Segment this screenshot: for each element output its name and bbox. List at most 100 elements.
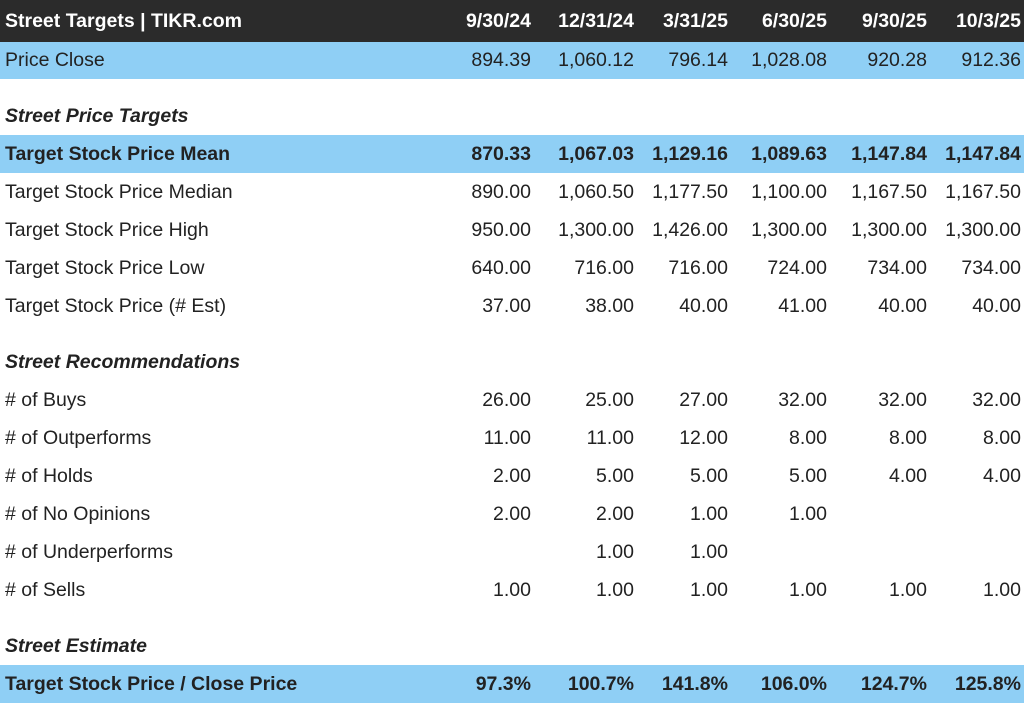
table-row[interactable]: # of Holds 2.00 5.00 5.00 5.00 4.00 4.00 <box>0 457 1024 495</box>
cell-value: 125.8% <box>954 672 1021 695</box>
cell-value: 40.00 <box>878 294 927 317</box>
row-label: Target Stock Price / Close Price <box>5 672 298 695</box>
cell-value: 1,177.50 <box>652 180 728 203</box>
cell-value: 920.28 <box>867 49 927 71</box>
cell-value: 1,100.00 <box>751 180 827 203</box>
cell-value: 796.14 <box>668 49 728 71</box>
cell-value: 12.00 <box>679 426 728 449</box>
spacer <box>0 609 1024 627</box>
cell-value: 1.00 <box>690 578 728 601</box>
cell-value: 32.00 <box>778 388 827 411</box>
cell-value: 1,129.16 <box>652 142 728 165</box>
cell-value: 40.00 <box>679 294 728 317</box>
cell-value: 40.00 <box>972 294 1021 317</box>
cell-value: 106.0% <box>760 672 827 695</box>
cell-value: 1.00 <box>596 578 634 601</box>
period-header[interactable]: 12/31/24 <box>558 9 634 32</box>
cell-value: 1.00 <box>789 578 827 601</box>
cell-value: 141.8% <box>661 672 728 695</box>
row-label: # of Outperforms <box>5 426 152 449</box>
table-row[interactable]: Target Stock Price Median 890.00 1,060.50 1… <box>0 173 1024 211</box>
cell-value: 1.00 <box>983 578 1021 601</box>
cell-value: 1,300.00 <box>851 218 927 241</box>
table-row[interactable]: Target Stock Price Mean 870.33 1,067.03 1,1… <box>0 135 1024 173</box>
cell-value: 2.00 <box>596 502 634 525</box>
cell-value: 11.00 <box>586 426 634 449</box>
estimate-section: Target Stock Price / Close Price 97.3% 100… <box>0 665 1024 703</box>
table-row[interactable]: # of Underperforms 1.00 1.00 <box>0 533 1024 571</box>
cell-value: 724.00 <box>767 256 827 279</box>
cell-value: 912.36 <box>961 49 1021 71</box>
row-label: Target Stock Price Low <box>5 256 205 279</box>
cell-value: 8.00 <box>983 426 1021 449</box>
row-label: Target Stock Price High <box>5 218 209 241</box>
cell-value: 37.00 <box>482 294 531 317</box>
cell-value: 1,089.63 <box>751 142 827 165</box>
cell-value: 894.39 <box>471 49 531 71</box>
table-header-row: Street Targets | TIKR.com 9/30/24 12/31/… <box>0 0 1024 42</box>
table-title: Street Targets | TIKR.com <box>5 9 242 32</box>
cell-value: 32.00 <box>972 388 1021 411</box>
cell-value: 97.3% <box>475 672 531 695</box>
cell-value: 1.00 <box>596 540 634 563</box>
cell-value: 5.00 <box>596 464 634 487</box>
section-title: Street Estimate <box>5 634 147 657</box>
cell-value: 1.00 <box>789 502 827 525</box>
cell-value: 8.00 <box>889 426 927 449</box>
cell-value: 26.00 <box>482 388 531 411</box>
cell-value: 1,060.50 <box>558 180 634 203</box>
row-label: Target Stock Price (# Est) <box>5 294 227 317</box>
cell-value: 716.00 <box>574 256 634 279</box>
cell-value: 4.00 <box>983 464 1021 487</box>
spacer <box>0 325 1024 343</box>
cell-value: 1,147.84 <box>945 142 1021 165</box>
cell-value: 25.00 <box>585 388 634 411</box>
cell-value: 27.00 <box>679 388 728 411</box>
cell-value: 11.00 <box>483 426 531 449</box>
table-row[interactable]: # of No Opinions 2.00 2.00 1.00 1.00 <box>0 495 1024 533</box>
cell-value: 32.00 <box>878 388 927 411</box>
cell-value: 1,067.03 <box>558 142 634 165</box>
cell-value: 1.00 <box>690 540 728 563</box>
cell-value: 734.00 <box>867 256 927 279</box>
cell-value: 5.00 <box>789 464 827 487</box>
period-header[interactable]: 9/30/25 <box>861 9 927 32</box>
cell-value: 4.00 <box>889 464 927 487</box>
cell-value: 890.00 <box>471 180 531 203</box>
cell-value: 640.00 <box>471 256 531 279</box>
period-header[interactable]: 9/30/24 <box>465 9 531 32</box>
table-row[interactable]: Target Stock Price Low 640.00 716.00 716.00… <box>0 249 1024 287</box>
cell-value: 2.00 <box>493 502 531 525</box>
table-row[interactable]: Target Stock Price (# Est) 37.00 38.00 40.0… <box>0 287 1024 325</box>
row-label: Target Stock Price Mean <box>5 142 231 165</box>
section-title: Street Price Targets <box>5 104 189 127</box>
cell-value: 2.00 <box>493 464 531 487</box>
period-header[interactable]: 6/30/25 <box>761 9 827 32</box>
row-label: # of No Opinions <box>5 502 151 525</box>
table-row[interactable]: Target Stock Price / Close Price 97.3% 100… <box>0 665 1024 703</box>
cell-value: 734.00 <box>961 256 1021 279</box>
row-label: # of Buys <box>5 388 87 411</box>
section-title-estimate: Street Estimate <box>0 627 1024 665</box>
row-label: # of Holds <box>5 464 93 487</box>
section-title: Street Recommendations <box>5 350 241 373</box>
cell-value: 1,167.50 <box>851 180 927 203</box>
cell-value: 1.00 <box>690 502 728 525</box>
row-label: # of Underperforms <box>5 540 173 563</box>
spacer <box>0 79 1024 97</box>
cell-value: 1,426.00 <box>652 218 728 241</box>
table-row[interactable]: # of Buys 26.00 25.00 27.00 32.00 32.00 32.00 <box>0 381 1024 419</box>
recommendations-section: # of Buys 26.00 25.00 27.00 32.00 32.00 32.00 #… <box>0 381 1024 609</box>
row-label: Target Stock Price Median <box>5 180 233 203</box>
price-targets-section: Target Stock Price Mean 870.33 1,067.03 1,1… <box>0 135 1024 325</box>
period-header[interactable]: 10/3/25 <box>955 9 1021 32</box>
table-row[interactable]: Target Stock Price High 950.00 1,300.00 1,4… <box>0 211 1024 249</box>
cell-value: 716.00 <box>668 256 728 279</box>
cell-value: 870.33 <box>471 142 531 165</box>
table-row[interactable]: # of Outperforms 11.00 11.00 12.00 8.00 8.00 8… <box>0 419 1024 457</box>
cell-value: 1,028.08 <box>751 49 827 71</box>
table-row[interactable]: # of Sells 1.00 1.00 1.00 1.00 1.00 1.00 <box>0 571 1024 609</box>
row-label: Price Close <box>5 49 105 71</box>
price-close-row[interactable]: Price Close 894.39 1,060.12 796.14 1,028… <box>0 42 1024 79</box>
period-header[interactable]: 3/31/25 <box>662 9 728 32</box>
